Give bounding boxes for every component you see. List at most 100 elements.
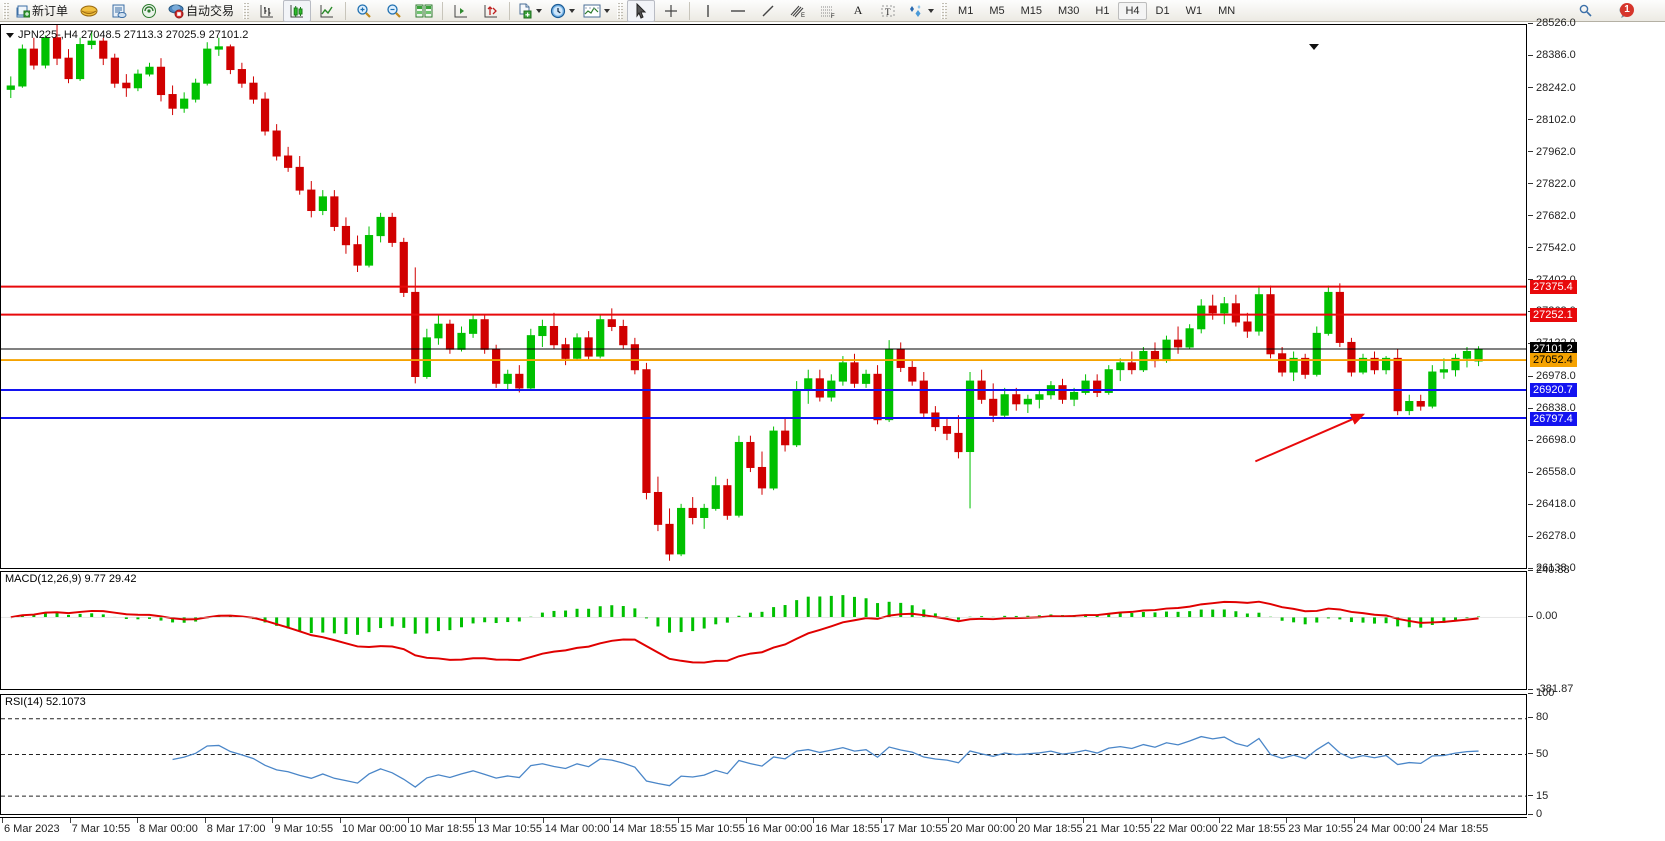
zoom-in-icon[interactable] — [350, 0, 378, 22]
rsi-label: RSI(14) 52.1073 — [5, 696, 86, 708]
fibonacci-icon[interactable]: F — [814, 0, 842, 22]
chevron-down-icon-3[interactable] — [604, 8, 611, 13]
macd-label: MACD(12,26,9) 9.77 29.42 — [5, 573, 137, 585]
chevron-down-icon-2[interactable] — [569, 8, 576, 13]
navigator-button[interactable] — [105, 0, 133, 22]
timeframe-m1[interactable]: M1 — [958, 4, 974, 17]
chart-menu-caret-icon[interactable] — [6, 32, 14, 38]
autotrading-button[interactable]: 自动交易 — [165, 0, 239, 22]
price-chart-canvas — [1, 25, 1526, 561]
chevron-down-icon[interactable] — [536, 8, 543, 13]
time-tick-label: 15 Mar 10:55 — [679, 823, 745, 835]
time-tick-label: 24 Mar 00:00 — [1355, 823, 1421, 835]
templates-button[interactable] — [580, 0, 613, 22]
time-tick-mark — [1015, 818, 1017, 823]
price-pane[interactable]: JPN225-,H4 27048.5 27113.3 27025.9 27101… — [0, 24, 1527, 569]
cursor-icon[interactable] — [627, 0, 656, 22]
price-tick: 27682.0 — [1528, 210, 1576, 222]
toolbar-separator-4 — [689, 1, 691, 20]
macd-tick: 0.00 — [1528, 610, 1557, 622]
price-tick: 26138.0 — [1528, 562, 1576, 574]
timeframe-m15[interactable]: M15 — [1020, 4, 1042, 17]
price-scale[interactable]: 28526.0 28386.0 28242.0 28102.0 27962.0 27822… — [1528, 17, 1665, 820]
time-tick-mark — [610, 818, 612, 823]
indicators-button[interactable] — [514, 0, 545, 22]
time-tick-mark — [745, 818, 747, 823]
time-tick-mark — [1083, 818, 1085, 823]
trendline-icon[interactable] — [754, 0, 782, 22]
auto-scroll-icon[interactable] — [477, 0, 505, 22]
toolbar-grip-2[interactable] — [243, 2, 250, 19]
price-label-last-price: 27101.2 — [1530, 342, 1577, 357]
line-chart-icon[interactable] — [313, 0, 341, 22]
chart-header-text: JPN225-,H4 27048.5 27113.3 27025.9 27101… — [18, 29, 249, 41]
timeframe-h1[interactable]: H1 — [1095, 4, 1110, 17]
svg-text:F: F — [831, 14, 835, 19]
time-tick-mark — [880, 818, 882, 823]
main-toolbar: 新订单 自动交易 — [0, 0, 1665, 22]
time-tick-label: 8 Mar 17:00 — [206, 823, 266, 835]
time-tick-mark — [475, 818, 477, 823]
time-tick-label: 16 Mar 18:55 — [815, 823, 880, 835]
macd-pane[interactable]: MACD(12,26,9) 9.77 29.42 — [0, 571, 1527, 690]
price-tick: 28386.0 — [1528, 49, 1576, 61]
alerts-icon[interactable]: 1 — [1613, 0, 1641, 22]
time-tick-label: 16 Mar 00:00 — [747, 823, 813, 835]
toolbar-grip-4[interactable] — [941, 2, 948, 19]
chevron-down-icon-4[interactable] — [928, 8, 935, 13]
rsi-canvas — [1, 718, 1526, 797]
period-button[interactable] — [547, 0, 578, 22]
timeframe-h4[interactable]: H4 — [1118, 1, 1147, 20]
time-tick-label: 21 Mar 10:55 — [1085, 823, 1151, 835]
objects-button[interactable] — [904, 0, 937, 22]
chart-workspace[interactable]: JPN225-,H4 27048.5 27113.3 27025.9 27101… — [0, 17, 1665, 841]
new-order-button[interactable]: 新订单 — [13, 0, 73, 22]
time-tick-mark — [272, 818, 274, 823]
equidistant-channel-icon[interactable]: E — [784, 0, 812, 22]
scale-caret-icon — [1309, 44, 1319, 50]
toolbar-separator-2 — [442, 1, 444, 20]
time-tick-label: 20 Mar 00:00 — [950, 823, 1016, 835]
signals-button[interactable] — [135, 0, 163, 22]
time-tick-mark — [948, 818, 950, 823]
text-icon[interactable]: T — [874, 0, 902, 22]
price-tick: 26838.0 — [1528, 402, 1576, 414]
timeframe-w1[interactable]: W1 — [1185, 4, 1203, 17]
price-tick: 28242.0 — [1528, 82, 1576, 94]
search-icon[interactable] — [1572, 0, 1600, 22]
autotrading-label: 自动交易 — [186, 4, 235, 18]
timeframe-m5[interactable]: M5 — [989, 4, 1005, 17]
time-scale[interactable]: 6 Mar 2023 7 Mar 10:55 8 Mar 00:00 8 Mar 17… — [0, 817, 1527, 841]
toolbar-separator-3 — [509, 1, 511, 20]
macd-tick: -381.87 — [1528, 683, 1573, 695]
time-tick-mark — [2, 818, 3, 823]
time-tick-label: 24 Mar 18:55 — [1423, 823, 1489, 835]
crosshair-icon[interactable] — [657, 0, 685, 22]
tile-windows-icon[interactable] — [410, 0, 438, 22]
bar-chart-icon[interactable] — [253, 0, 281, 22]
time-tick-mark — [339, 818, 341, 823]
timeframe-d1[interactable]: D1 — [1155, 4, 1170, 17]
zoom-out-icon[interactable] — [380, 0, 408, 22]
chart-symbol-header: JPN225-,H4 27048.5 27113.3 27025.9 27101… — [6, 29, 248, 41]
chart-shift-icon[interactable] — [447, 0, 475, 22]
toolbar-grip[interactable] — [3, 2, 9, 19]
time-tick-label: 22 Mar 18:55 — [1220, 823, 1286, 835]
candlestick-chart-icon[interactable] — [283, 0, 312, 22]
price-tick: 28102.0 — [1528, 114, 1576, 126]
text-label-icon[interactable]: A — [853, 3, 863, 17]
data-window-button[interactable] — [75, 0, 103, 22]
time-tick-label: 7 Mar 10:55 — [71, 823, 131, 835]
rsi-tick: 50 — [1528, 748, 1548, 760]
timeframe-mn[interactable]: MN — [1218, 4, 1236, 17]
price-tick: 27542.0 — [1528, 242, 1576, 254]
time-tick-label: 23 Mar 10:55 — [1288, 823, 1354, 835]
vertical-line-icon[interactable] — [694, 0, 722, 22]
timeframe-m30[interactable]: M30 — [1058, 4, 1080, 17]
price-tick: 26558.0 — [1528, 466, 1576, 478]
horizontal-line-icon[interactable] — [724, 0, 752, 22]
macd-tick: 240.88 — [1528, 564, 1570, 576]
toolbar-grip-3[interactable] — [617, 2, 624, 19]
rsi-pane[interactable]: RSI(14) 52.1073 — [0, 694, 1527, 815]
price-tick: 27962.0 — [1528, 146, 1576, 158]
